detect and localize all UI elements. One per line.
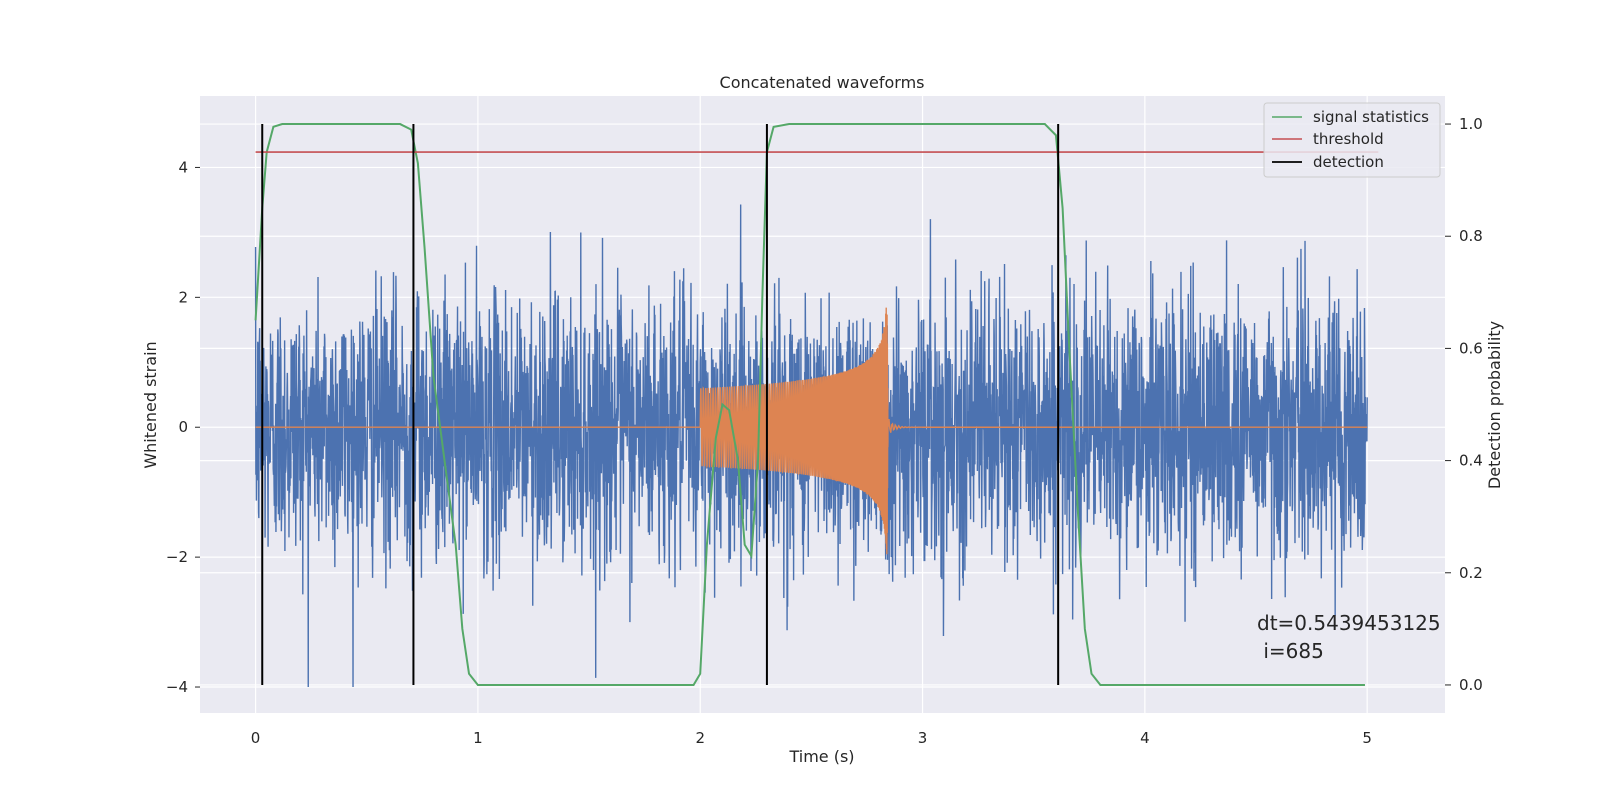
legend-box [1263, 102, 1441, 178]
y-tick-label: 4 [178, 158, 188, 176]
x-tick-label: 2 [695, 729, 705, 747]
annotation-dt: dt=0.5439453125 [1257, 611, 1441, 635]
y2-tick-label: 0.2 [1459, 564, 1483, 582]
x-tick-label: 0 [251, 729, 261, 747]
chart-title: Concatenated waveforms [720, 73, 925, 92]
x-tick-label: 3 [918, 729, 928, 747]
y-tick-label: 0 [178, 418, 188, 436]
x-tick-label: 1 [473, 729, 483, 747]
y2-tick-label: 0.0 [1459, 676, 1483, 694]
y2-tick-label: 0.8 [1459, 227, 1483, 245]
tick-labels: 0 1 2 3 4 5 −4 −2 0 2 4 0.0 0.2 0.4 0.6 0.8 1.0 [166, 115, 1483, 747]
legend: signal statistics threshold detection [1263, 102, 1441, 178]
y2-tick-label: 0.4 [1459, 452, 1483, 470]
legend-label-signal-statistics: signal statistics [1313, 108, 1429, 126]
x-tick-label: 5 [1362, 729, 1372, 747]
injected-waveform-series [255, 307, 1368, 555]
y-tick-label: −4 [166, 678, 188, 696]
waveform-line [255, 307, 1368, 555]
probability-series [254, 123, 1379, 686]
y2-axis-label: Detection probability [1485, 321, 1504, 489]
y2-tick-label: 0.6 [1459, 339, 1483, 357]
y-tick-label: −2 [166, 548, 188, 566]
legend-label-threshold: threshold [1313, 130, 1384, 148]
x-tick-label: 4 [1140, 729, 1150, 747]
legend-label-detection: detection [1313, 153, 1384, 171]
x-axis-label: Time (s) [788, 747, 854, 766]
y-tick-label: 2 [178, 288, 188, 306]
y-axis-label: Whitened strain [141, 341, 160, 468]
signal-statistics-line [254, 123, 1365, 686]
y2-tick-label: 1.0 [1459, 115, 1483, 133]
annotation-index: i=685 [1257, 639, 1324, 663]
